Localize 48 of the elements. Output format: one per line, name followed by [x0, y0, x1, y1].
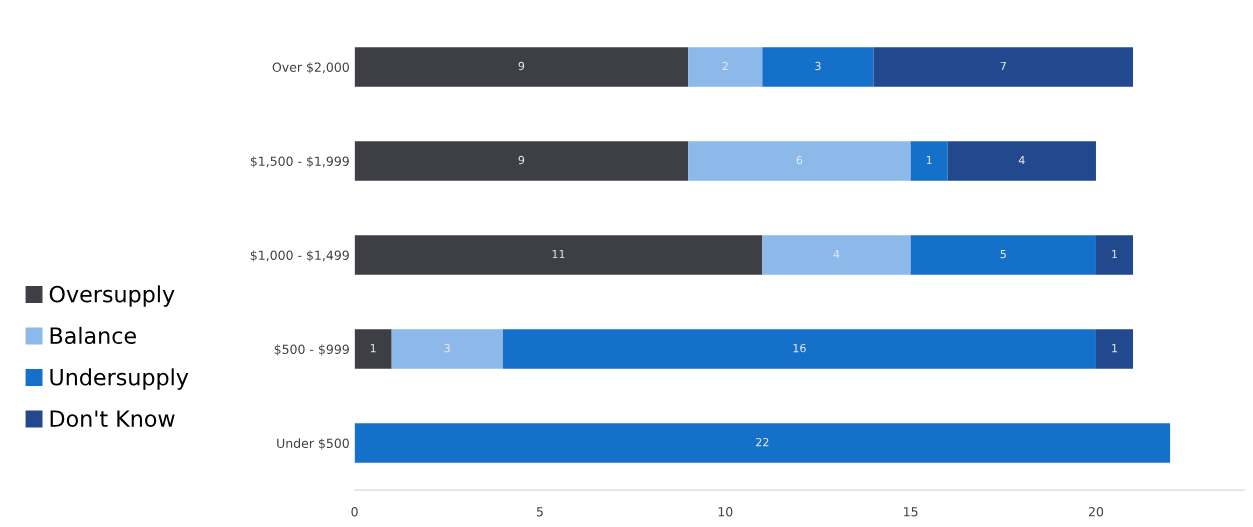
data-label: 3: [815, 61, 821, 71]
data-label: 1: [926, 155, 932, 165]
bar: [502, 329, 1096, 369]
data-label: 11: [552, 249, 565, 259]
bar: [762, 235, 911, 275]
x-tick-label: 0: [351, 507, 358, 517]
data-label: 7: [1000, 61, 1006, 71]
legend-label: Undersupply: [50, 368, 189, 390]
bar: [688, 47, 763, 87]
data-label: 16: [793, 343, 806, 353]
x-tick-label: 15: [904, 507, 918, 517]
legend-label: Oversupply: [49, 285, 175, 307]
legend-label: Balance: [50, 326, 136, 345]
bar: [947, 141, 1096, 181]
data-label: 22: [756, 437, 769, 447]
x-tick-label: 20: [1088, 507, 1104, 517]
data-label: 1: [1112, 344, 1117, 353]
data-label: 4: [1018, 155, 1025, 165]
data-label: 2: [722, 61, 728, 71]
bar: [391, 329, 503, 369]
bar: [1095, 329, 1134, 369]
data-label: 3: [444, 343, 450, 353]
x-tick-label: 5: [536, 507, 543, 517]
bar: [354, 329, 392, 369]
bar: [1095, 235, 1134, 275]
y-tick-label: $1,500 - $1,999: [250, 156, 349, 168]
data-label: 4: [833, 249, 840, 259]
data-label: 9: [518, 155, 525, 165]
bar: [354, 235, 763, 275]
bar: [688, 141, 911, 181]
y-tick-label: $1,000 - $1,499: [250, 250, 349, 262]
data-label: 9: [518, 61, 525, 71]
y-tick-label: Over $2,000: [272, 62, 349, 74]
bar: [910, 141, 948, 181]
bar: [354, 423, 1171, 463]
legend-label: Don't Know: [50, 410, 175, 428]
bar: [910, 235, 1096, 275]
x-tick-label: 10: [718, 507, 733, 517]
y-tick-label: $500 - $999: [274, 344, 349, 356]
bar: [873, 47, 1134, 87]
bar: [354, 47, 689, 87]
data-label: 5: [1000, 249, 1006, 259]
bar: [354, 141, 689, 181]
data-label: 1: [1112, 249, 1117, 259]
bar: [762, 47, 874, 87]
data-label: 1: [370, 344, 376, 353]
y-tick-label: Under $500: [277, 438, 349, 450]
data-label: 6: [796, 155, 803, 165]
